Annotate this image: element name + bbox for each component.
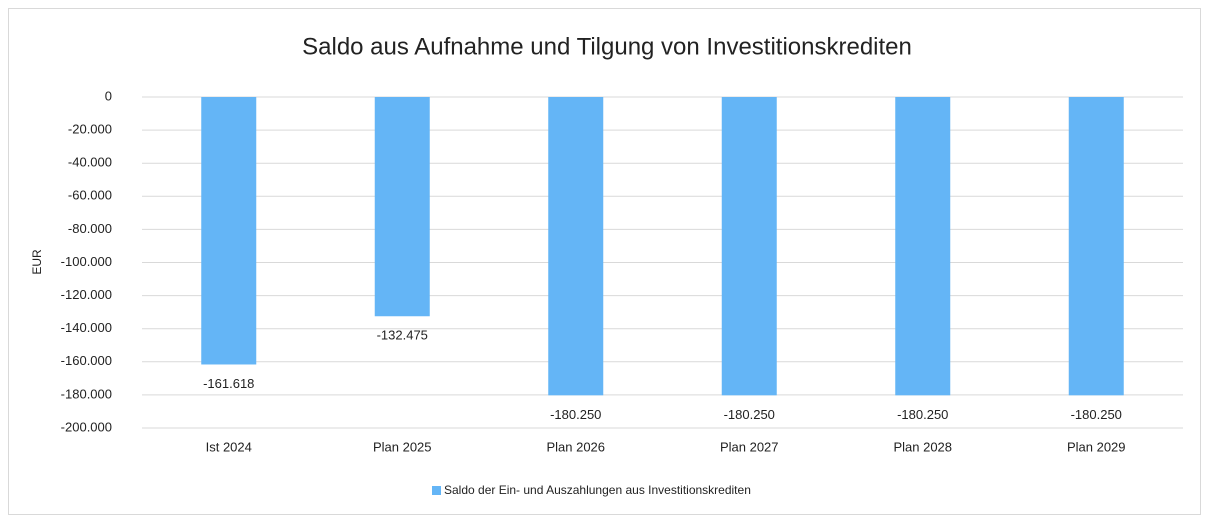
y-tick-label: -80.000: [68, 221, 112, 236]
data-label: -180.250: [897, 407, 948, 422]
y-tick-label: -100.000: [61, 254, 112, 269]
y-tick-label: -140.000: [61, 320, 112, 335]
y-tick-label: -160.000: [61, 353, 112, 368]
y-tick-label: -120.000: [61, 287, 112, 302]
y-tick-label: -40.000: [68, 155, 112, 170]
bar: [721, 97, 777, 396]
bar: [895, 97, 951, 396]
bar: [548, 97, 604, 396]
data-label: -161.618: [203, 376, 254, 391]
x-tick-label: Plan 2026: [546, 439, 605, 454]
data-label: -180.250: [550, 407, 601, 422]
data-label: -132.475: [377, 328, 428, 343]
legend-swatch: [432, 486, 441, 495]
x-tick-label: Plan 2029: [1067, 439, 1126, 454]
y-tick-label: -20.000: [68, 122, 112, 137]
x-tick-label: Plan 2025: [373, 439, 432, 454]
x-tick-label: Plan 2028: [893, 439, 952, 454]
y-tick-label: -200.000: [61, 419, 112, 434]
bar: [374, 97, 430, 317]
bar: [1068, 97, 1124, 396]
y-tick-label: -180.000: [61, 386, 112, 401]
y-axis-label: EUR: [30, 249, 44, 275]
y-tick-label: 0: [105, 88, 112, 103]
y-tick-label: -60.000: [68, 188, 112, 203]
bar: [201, 97, 257, 365]
x-tick-label: Ist 2024: [206, 439, 252, 454]
data-label: -180.250: [1071, 407, 1122, 422]
data-label: -180.250: [724, 407, 775, 422]
x-tick-label: Plan 2027: [720, 439, 779, 454]
legend-label: Saldo der Ein- und Auszahlungen aus Inve…: [444, 483, 751, 497]
chart-title: Saldo aus Aufnahme und Tilgung von Inves…: [302, 33, 912, 60]
